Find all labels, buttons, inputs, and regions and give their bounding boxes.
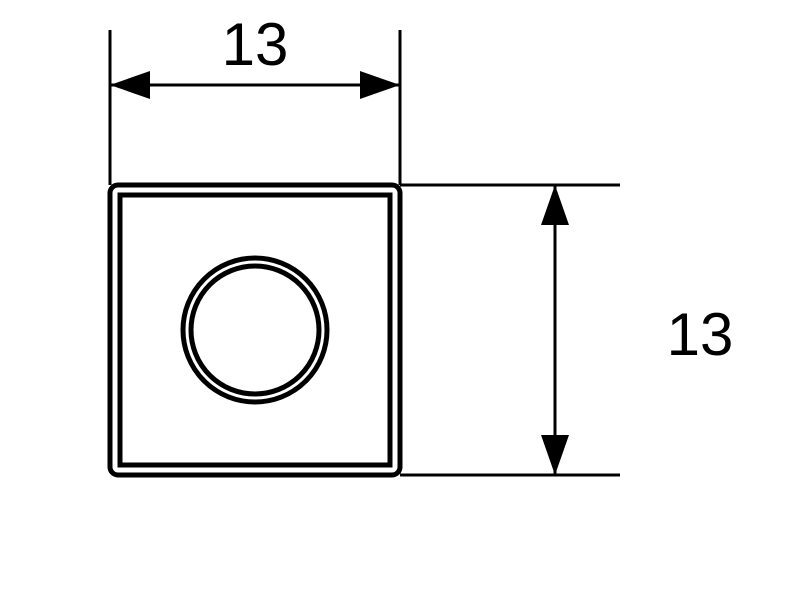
dim-top-label: 13 — [222, 11, 289, 78]
dim-right-label: 13 — [667, 301, 734, 368]
